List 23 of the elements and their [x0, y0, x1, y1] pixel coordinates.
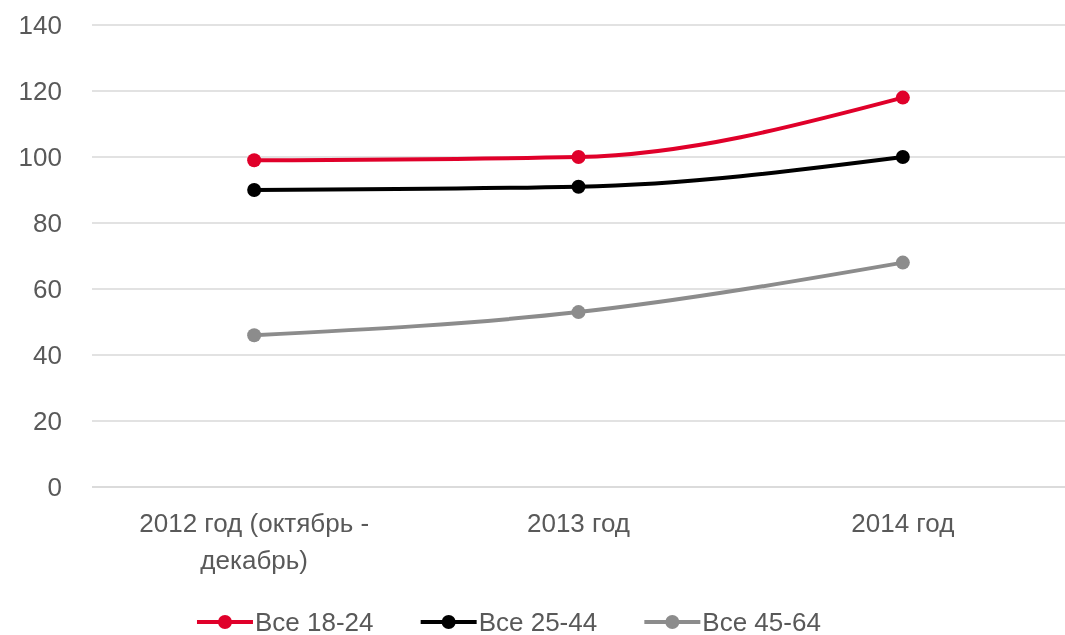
legend-label: Все 18-24 [254, 607, 374, 635]
x-tick-label: 2014 год [851, 508, 955, 538]
y-tick-label: 0 [47, 472, 62, 503]
y-tick-label: 140 [18, 10, 62, 41]
y-tick-label: 20 [33, 406, 62, 437]
point [571, 150, 586, 164]
point [895, 255, 910, 270]
point [247, 153, 262, 168]
y-tick-label: 80 [33, 208, 62, 239]
point [571, 179, 586, 194]
point [895, 90, 910, 105]
legend-label: Все 25-44 [478, 607, 598, 635]
y-tick-label: 40 [33, 340, 62, 371]
point [895, 150, 910, 164]
legend-label: Все 45-64 [702, 607, 821, 635]
point [571, 305, 586, 320]
x-tick-label: 2012 год (октябрь - декабрь) [139, 508, 370, 575]
point [247, 183, 262, 197]
y-tick-label: 60 [33, 274, 62, 305]
y-tick-label: 100 [18, 142, 62, 173]
y-tick-label: 120 [18, 76, 62, 107]
point [247, 328, 262, 343]
x-tick-label: 2013 год [526, 508, 631, 538]
